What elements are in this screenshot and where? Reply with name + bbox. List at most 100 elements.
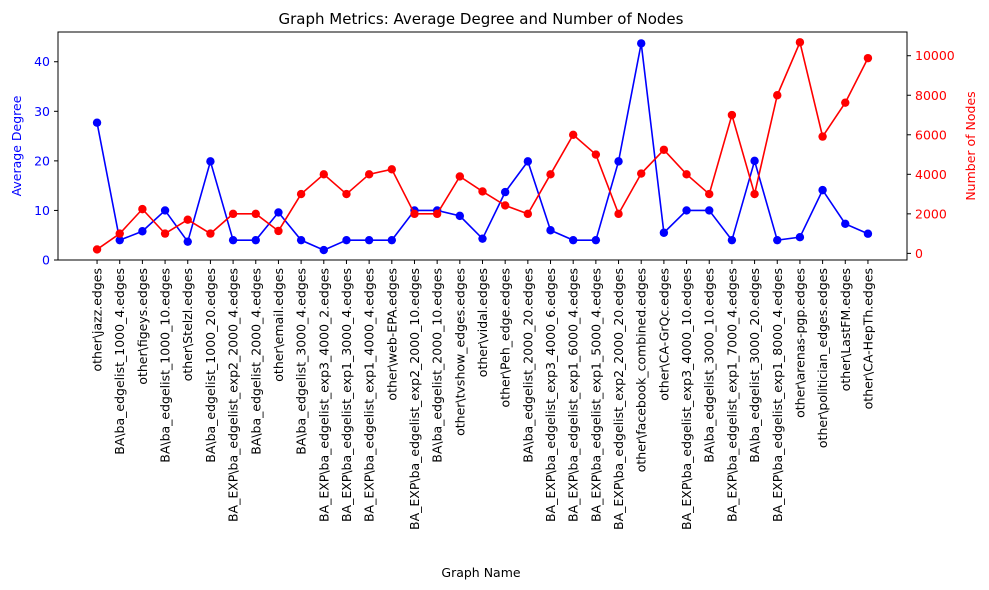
series-right-point xyxy=(614,209,623,219)
x-tick-label: BA_EXP\ba_edgelist_exp1_7000_4.edges xyxy=(724,268,739,522)
x-tick-label: BA_EXP\ba_edgelist_exp1_8000_4.edges xyxy=(770,268,785,522)
x-tick-label: other\tvshow_edges.edges xyxy=(452,268,467,436)
series-right-point xyxy=(727,110,737,120)
series-right-point xyxy=(251,209,260,219)
series-left-point xyxy=(750,156,759,166)
y-left-tick-label: 20 xyxy=(34,153,50,168)
plot-frame xyxy=(57,31,908,261)
x-tick-label: other\web-EPA.edges xyxy=(384,268,399,401)
series-left-point xyxy=(773,235,782,245)
x-tick-label: BA_EXP\ba_edgelist_exp1_5000_4.edges xyxy=(588,268,603,522)
series-left-point xyxy=(478,234,487,243)
x-tick-label: other\figeys.edges xyxy=(135,268,150,385)
x-tick-label: BA\ba_edgelist_2000_20.edges xyxy=(520,268,535,463)
x-tick-label: BA\ba_edgelist_3000_4.edges xyxy=(294,268,309,455)
series-right-point xyxy=(568,130,578,139)
series-left-point xyxy=(115,235,124,245)
series-left-point xyxy=(795,233,805,242)
series-left-point xyxy=(228,235,238,245)
series-right-point xyxy=(546,170,555,179)
x-tick-label: other\arenas-pgp.edges xyxy=(792,268,807,418)
series-right-point xyxy=(637,169,646,178)
series-right-point xyxy=(228,209,238,219)
x-tick-label: other\Stelzl.edges xyxy=(180,268,195,381)
x-tick-label: BA\ba_edgelist_1000_4.edges xyxy=(112,268,127,455)
series-right-point xyxy=(478,187,487,196)
series-right-point xyxy=(387,165,397,174)
x-tick-label: BA\ba_edgelist_3000_10.edges xyxy=(702,268,717,463)
x-tick-label: BA\ba_edgelist_2000_10.edges xyxy=(430,268,445,463)
x-tick-label: BA\ba_edgelist_1000_10.edges xyxy=(158,268,173,463)
series-right-point xyxy=(863,53,873,63)
series-right-line xyxy=(96,39,869,251)
series-left-point xyxy=(818,185,827,195)
y-left-tick-label: 0 xyxy=(42,253,50,268)
series-right-point xyxy=(296,189,306,199)
series-left-point xyxy=(523,157,533,166)
series-left-point xyxy=(92,118,102,127)
series-right-point xyxy=(773,91,782,100)
x-tick-label: BA\ba_edgelist_1000_20.edges xyxy=(203,268,218,463)
series-left-point xyxy=(863,229,873,238)
y-right-tick-label: 10000 xyxy=(915,48,955,63)
series-left-point xyxy=(251,235,260,245)
series-left-point xyxy=(614,157,623,166)
series-left-point xyxy=(500,187,510,197)
y-right-tick-label: 2000 xyxy=(915,206,947,221)
x-tick-label: other\politician_edges.edges xyxy=(815,268,830,448)
series-right-point xyxy=(138,204,147,214)
series-right-point xyxy=(795,38,805,47)
x-axis-label: Graph Name xyxy=(441,565,521,580)
series-left-point xyxy=(364,235,374,245)
x-tick-label: BA_EXP\ba_edgelist_exp3_4000_2.edges xyxy=(316,268,331,522)
x-tick-label: other\LastFM.edges xyxy=(838,268,853,391)
series-left-point xyxy=(296,235,306,245)
series-right-point xyxy=(705,189,714,199)
y-right-tick-label: 6000 xyxy=(915,127,947,142)
series-right-point xyxy=(750,189,759,199)
x-tick-label: other\facebook_combined.edges xyxy=(634,268,649,472)
x-tick-label: BA\ba_edgelist_2000_4.edges xyxy=(248,268,263,455)
x-tick-label: other\CA-HepTh.edges xyxy=(860,268,875,409)
series-right-point xyxy=(841,98,850,107)
y-axis-right-label: Number of Nodes xyxy=(963,91,978,200)
series-left-point xyxy=(160,206,170,215)
series-right-point xyxy=(455,172,465,181)
x-tick-label: BA_EXP\ba_edgelist_exp3_4000_10.edges xyxy=(679,268,694,530)
series-right-point xyxy=(659,145,669,154)
series-left-point xyxy=(342,235,351,245)
series-left-point xyxy=(659,228,669,237)
series-right-point xyxy=(115,229,124,238)
series-right-point xyxy=(160,229,170,238)
series-left-point xyxy=(591,235,601,245)
series-right-point xyxy=(183,215,192,224)
chart-title: Graph Metrics: Average Degree and Number… xyxy=(279,10,684,28)
y-left-tick-label: 40 xyxy=(34,54,50,69)
x-tick-label: other\vidal.edges xyxy=(475,268,490,377)
x-tick-label: BA\ba_edgelist_3000_20.edges xyxy=(747,268,762,463)
series-right-point xyxy=(591,150,601,159)
x-tick-label: other\CA-GrQc.edges xyxy=(656,268,671,401)
y-right-tick-label: 0 xyxy=(915,246,923,261)
series-left-point xyxy=(183,237,192,246)
series-right-point xyxy=(206,229,215,238)
x-tick-label: BA_EXP\ba_edgelist_exp2_2000_10.edges xyxy=(407,268,422,530)
series-left-point xyxy=(274,208,283,217)
x-tick-label: other\email.edges xyxy=(271,268,286,382)
x-tick-label: BA_EXP\ba_edgelist_exp1_6000_4.edges xyxy=(566,268,581,522)
series-right-point xyxy=(410,209,419,219)
series-left-point xyxy=(138,227,147,236)
series-left-point xyxy=(206,157,215,166)
x-tick-label: BA_EXP\ba_edgelist_exp2_2000_4.edges xyxy=(226,268,241,522)
series-left-point xyxy=(387,235,397,245)
series-right-point xyxy=(319,170,328,179)
x-tick-label: other\Peh_edge.edges xyxy=(498,268,513,407)
series-left-point xyxy=(319,245,328,255)
series-left-point xyxy=(546,226,555,235)
series-left-point xyxy=(727,235,737,245)
series-right-point xyxy=(500,201,510,210)
series-left-point xyxy=(568,235,578,245)
series-right-point xyxy=(342,189,351,199)
